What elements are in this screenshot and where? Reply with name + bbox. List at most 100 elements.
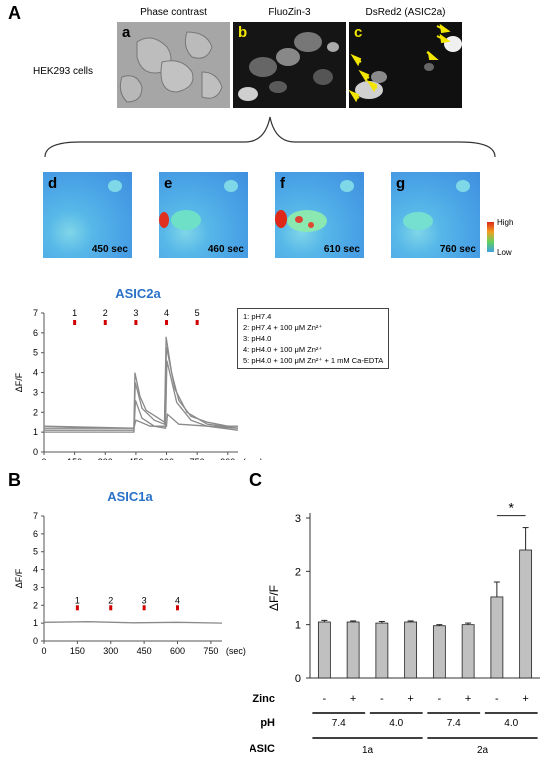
image-letter-c: c xyxy=(354,24,363,41)
zinc-sign: - xyxy=(323,693,327,705)
legend-item-1: 1: pH7.4 xyxy=(243,312,272,321)
bar xyxy=(432,625,446,679)
asic2a-ytick-label: 6 xyxy=(33,328,38,338)
asic1a-xtick-label: 600 xyxy=(170,646,185,656)
asic1a-marker-label: 4 xyxy=(175,596,180,606)
heatmap-letter-e: e xyxy=(164,175,173,192)
heatmap-letter-d: d xyxy=(48,175,58,192)
image-letter-a: a xyxy=(122,24,131,41)
colorbar-high-label: High xyxy=(497,218,514,227)
asic1a-ytick-label: 2 xyxy=(33,600,38,610)
ph-group-label: 4.0 xyxy=(504,718,518,729)
heatmap-time-f: 610 sec xyxy=(323,244,360,255)
asic2a-xtick-label: 300 xyxy=(98,457,113,460)
asic-group-label: 1a xyxy=(362,745,374,756)
asic1a-line-chart: ASIC1a 0 1 2 3 4 5 6 7 0 150 300 450 600 750 (sec) ΔF/F 1… xyxy=(14,489,246,656)
asic2a-marker-tick xyxy=(195,320,199,325)
legend-item-2: 2: pH7.4 + 100 μM Zn²⁺ xyxy=(243,323,323,332)
zinc-sign: - xyxy=(438,693,442,705)
asic2a-marker-tick xyxy=(165,320,169,325)
bar-y-label: ΔF/F xyxy=(267,585,281,611)
asic1a-y-label: ΔF/F xyxy=(14,568,24,588)
asic1a-marker-tick xyxy=(109,605,113,611)
asic2a-xtick-label: 150 xyxy=(67,457,82,460)
asic2a-y-label: ΔF/F xyxy=(14,372,24,392)
asic1a-ytick-label: 4 xyxy=(33,565,38,575)
heatmap-f: f 610 sec xyxy=(275,172,364,258)
asic2a-x-unit: (sec) xyxy=(243,457,263,460)
panel-letter-a: A xyxy=(8,3,21,23)
colorbar xyxy=(487,222,494,252)
asic2a-xtick-label: 450 xyxy=(128,457,143,460)
asic1a-ytick-label: 1 xyxy=(33,618,38,628)
asic2a-ytick-label: 3 xyxy=(33,387,38,397)
asic1a-xtick-label: 300 xyxy=(103,646,118,656)
asic2a-marker-tick xyxy=(73,320,77,325)
bar xyxy=(346,621,360,679)
cell-line-label: HEK293 cells xyxy=(33,66,94,77)
caption-phase-contrast: Phase contrast xyxy=(140,7,207,18)
zinc-sign: + xyxy=(407,693,413,705)
heatmap-d: d 450 sec xyxy=(43,172,132,258)
bar xyxy=(461,624,475,679)
heatmap-time-e: 460 sec xyxy=(207,244,244,255)
asic2a-series-line-2 xyxy=(44,346,239,431)
asic1a-x-unit: (sec) xyxy=(226,646,246,656)
asic1a-marker-label: 1 xyxy=(75,596,80,606)
asic2a-line-chart: ASIC2a 0 1 2 3 4 5 6 7 0 150 300 450 600 750 900 (sec) ΔF… xyxy=(14,286,263,460)
heatmap-letter-f: f xyxy=(280,175,285,192)
asic1a-ytick-label: 7 xyxy=(33,511,38,521)
asic2a-marker-label: 1 xyxy=(72,308,77,318)
asic2a-ytick-label: 0 xyxy=(33,447,38,457)
asic2a-marker-tick xyxy=(134,320,138,325)
zinc-sign: - xyxy=(495,693,499,705)
bar-ytick-label: 1 xyxy=(295,620,301,632)
bar-ytick-label: 3 xyxy=(295,513,301,525)
ph-group-label: 7.4 xyxy=(447,718,461,729)
brace-connector xyxy=(44,116,496,158)
condition-legend: 1: pH7.4 2: pH7.4 + 100 μM Zn²⁺ 3: pH4.0… xyxy=(237,308,390,369)
panel-letter-b: B xyxy=(8,470,21,490)
asic1a-xtick-label: 0 xyxy=(41,646,46,656)
ph-group-label: 4.0 xyxy=(389,718,403,729)
zinc-row-label: Zinc xyxy=(252,693,275,705)
asic1a-ytick-label: 3 xyxy=(33,582,38,592)
asic2a-title: ASIC2a xyxy=(115,286,161,301)
ph-row-label: pH xyxy=(260,717,275,729)
asic1a-marker-label: 2 xyxy=(108,596,113,606)
heatmap-letter-g: g xyxy=(396,175,406,192)
legend-item-5: 5: pH4.0 + 100 μM Zn²⁺ + 1 mM Ca-EDTA xyxy=(243,356,384,365)
asic2a-series-line-3 xyxy=(44,360,239,433)
asic2a-ytick-label: 2 xyxy=(33,407,38,417)
heatmap-time-d: 450 sec xyxy=(91,244,128,255)
heatmap-g: g 760 sec xyxy=(391,172,480,258)
bar xyxy=(404,621,418,679)
asic1a-series-line-1 xyxy=(43,621,223,624)
asic1a-marker-tick xyxy=(176,605,179,611)
asic1a-ytick-label: 5 xyxy=(33,547,38,557)
zinc-sign: - xyxy=(380,693,384,705)
asic2a-ytick-label: 1 xyxy=(33,427,38,437)
dsred-image: c xyxy=(349,22,462,108)
zinc-sign: + xyxy=(465,693,471,705)
asic1a-ytick-label: 6 xyxy=(33,529,38,539)
asic2a-marker-tick xyxy=(103,320,107,325)
asic-group-label: 2a xyxy=(477,745,489,756)
asic-row-label: ASIC xyxy=(250,743,275,755)
colorbar-low-label: Low xyxy=(497,248,512,257)
asic1a-title: ASIC1a xyxy=(107,489,153,504)
bar-ytick-label: 0 xyxy=(295,673,301,685)
heatmap-e: e 460 sec xyxy=(159,172,248,258)
asic2a-marker-label: 5 xyxy=(195,308,200,318)
zinc-sign: + xyxy=(350,693,356,705)
bar xyxy=(375,622,389,679)
legend-item-4: 4: pH4.0 + 100 μM Zn²⁺ xyxy=(243,345,323,354)
significance-star: * xyxy=(509,500,515,516)
asic1a-ytick-label: 0 xyxy=(33,636,38,646)
bar xyxy=(519,549,533,679)
asic2a-ytick-label: 5 xyxy=(33,348,38,358)
legend-item-3: 3: pH4.0 xyxy=(243,334,272,343)
asic2a-marker-label: 3 xyxy=(133,308,138,318)
bar xyxy=(490,596,504,679)
asic2a-ytick-label: 4 xyxy=(33,368,38,378)
